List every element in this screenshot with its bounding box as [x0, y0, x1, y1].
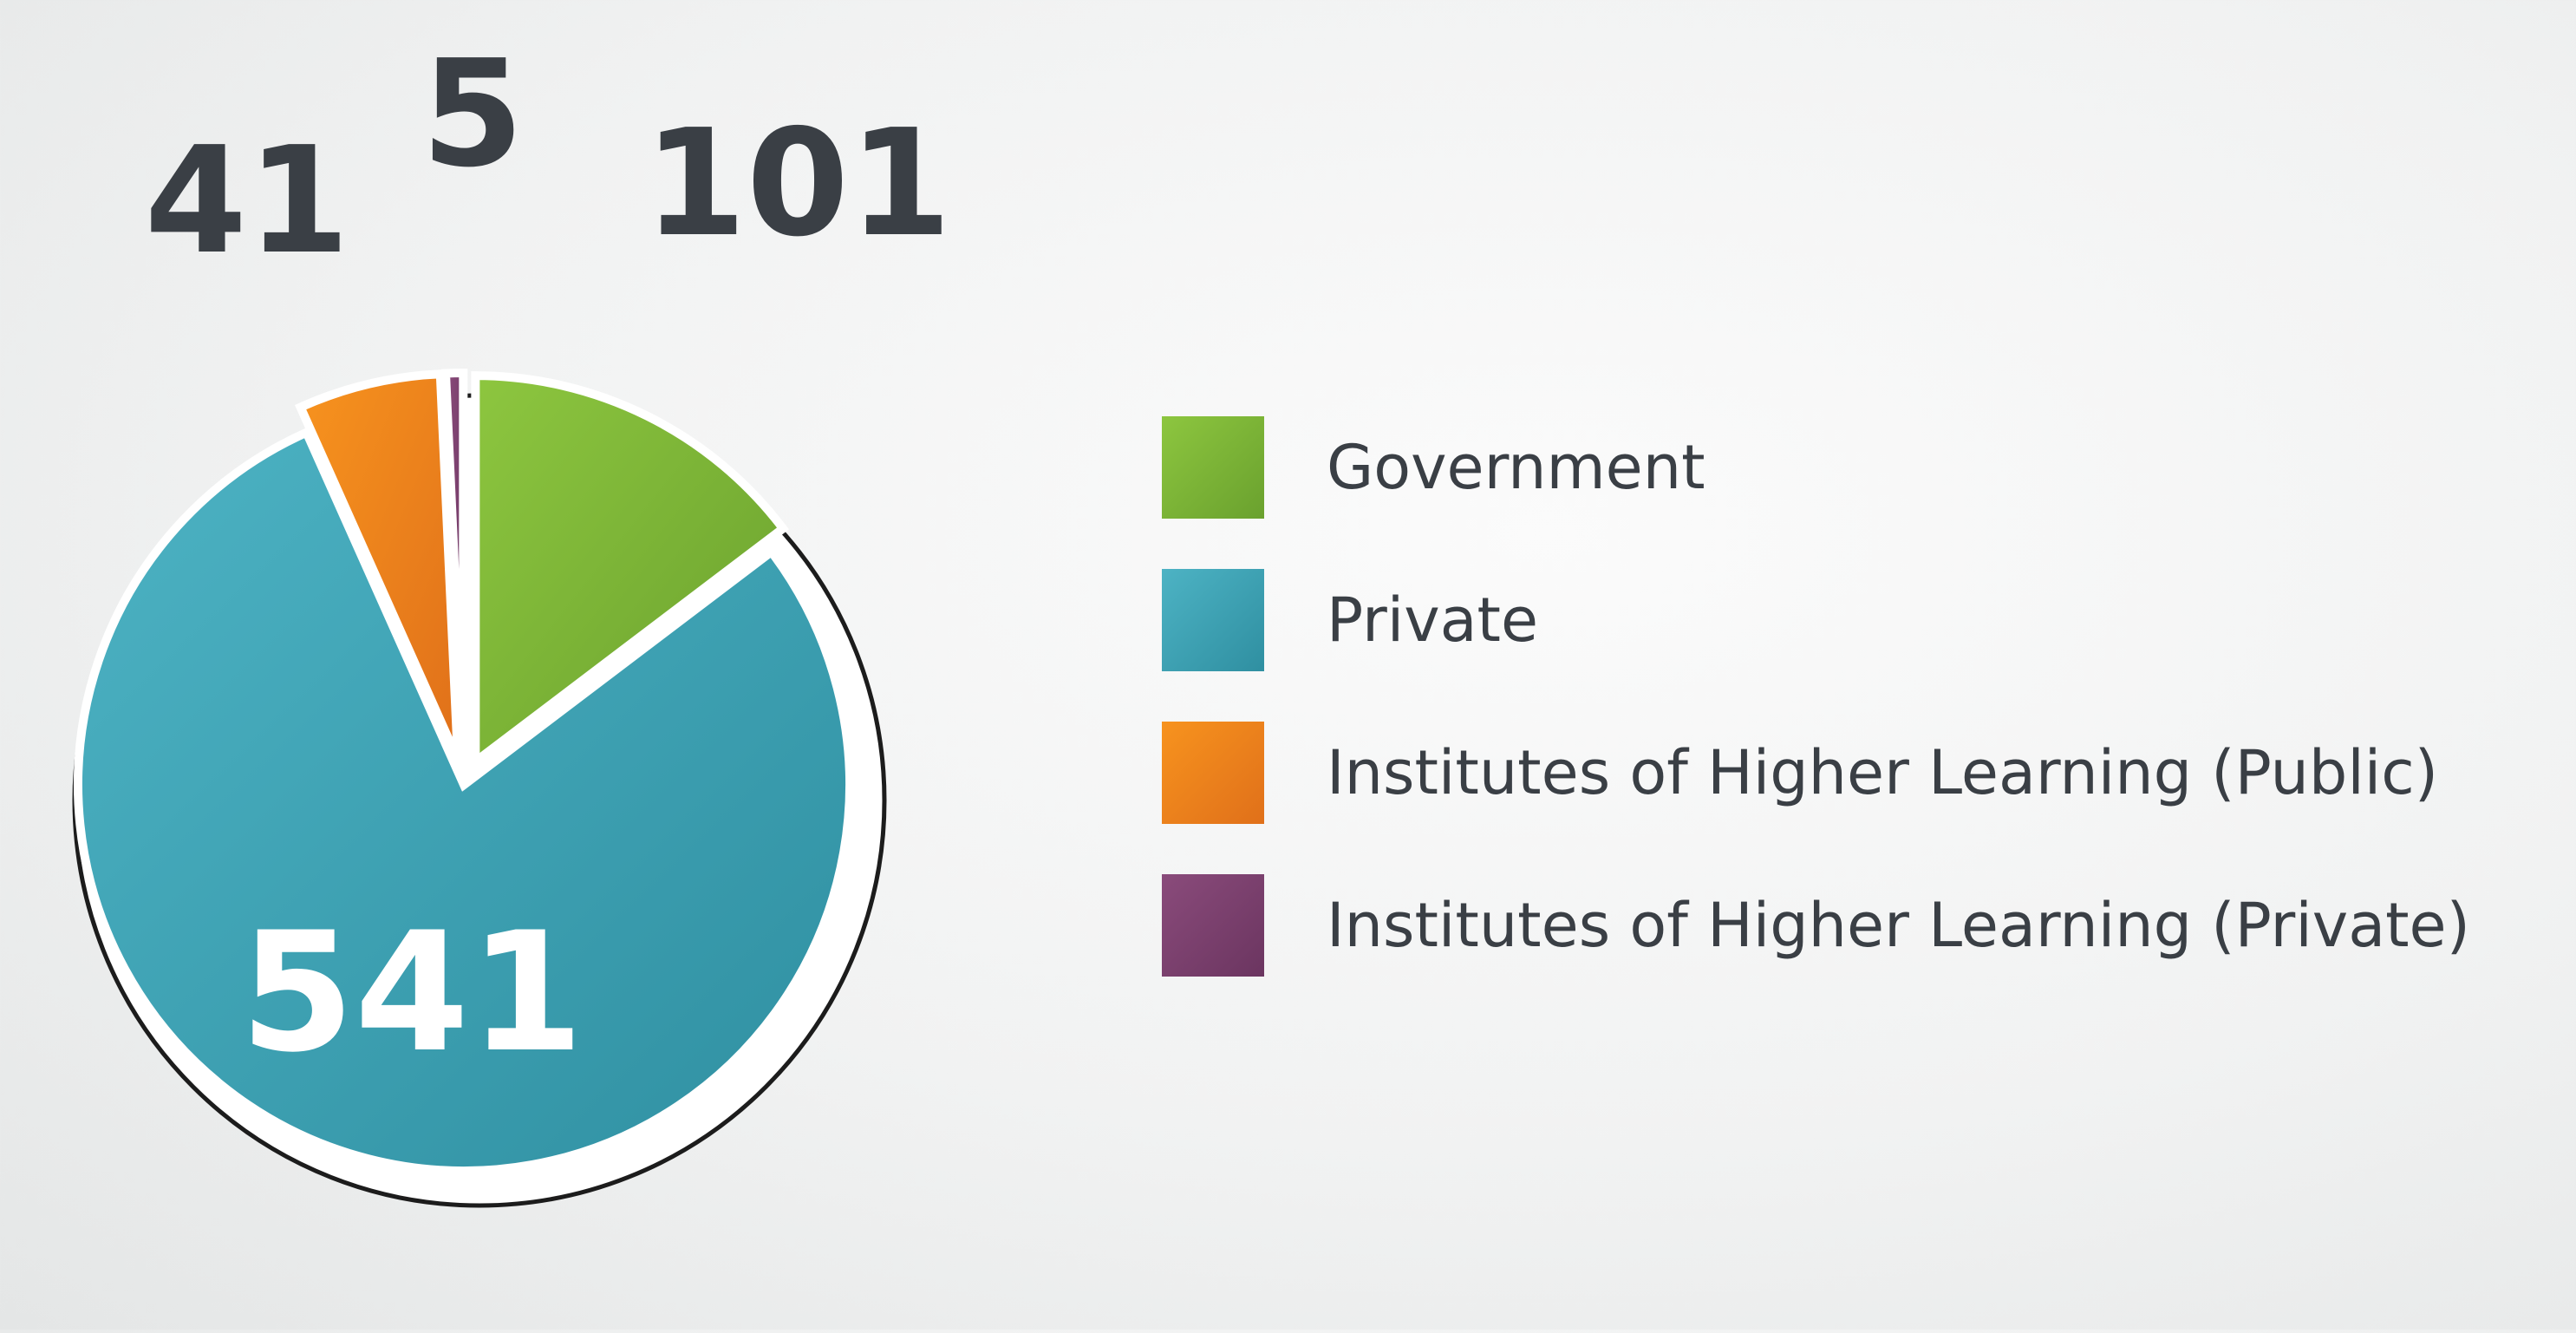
- legend-item-ihl-public: Institutes of Higher Learning (Public): [1162, 722, 2549, 824]
- legend-item-government: Government: [1162, 416, 2549, 519]
- legend-item-private: Private: [1162, 569, 2549, 671]
- legend-label-private: Private: [1327, 585, 1539, 656]
- legend-label-government: Government: [1327, 432, 1705, 503]
- data-label-ihl-public: 41: [145, 115, 350, 287]
- legend-swatch-ihl-private: [1162, 874, 1264, 977]
- pie-slice-government: [471, 371, 790, 771]
- legend-swatch-private: [1162, 569, 1264, 671]
- pie-slice-ihl-public: [294, 369, 463, 761]
- pie-slice-ihl-private: [440, 369, 468, 760]
- pie-slice-private: [74, 427, 854, 1175]
- legend-label-ihl-private: Institutes of Higher Learning (Private): [1327, 890, 2470, 961]
- legend: Government Private Institutes of Higher …: [1162, 416, 2549, 1027]
- data-label-private: 541: [240, 897, 584, 1088]
- legend-swatch-government: [1162, 416, 1264, 519]
- legend-item-ihl-private: Institutes of Higher Learning (Private): [1162, 874, 2549, 977]
- data-label-ihl-private: 5: [421, 29, 524, 200]
- legend-swatch-ihl-public: [1162, 722, 1264, 824]
- legend-label-ihl-public: Institutes of Higher Learning (Public): [1327, 737, 2439, 808]
- data-label-government: 101: [644, 98, 952, 270]
